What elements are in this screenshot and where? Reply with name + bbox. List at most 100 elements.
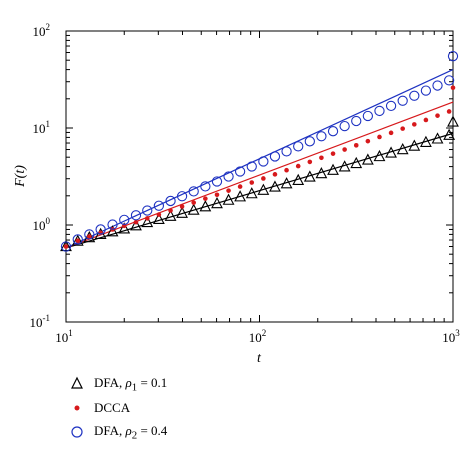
dot-point [435,113,440,118]
triangle-point [152,212,165,225]
dot-point [307,159,313,165]
dot-point [295,163,301,169]
circle-point [188,186,199,197]
triangle-point [385,146,397,158]
triangle-point [408,139,421,151]
circle-marker-icon [71,426,83,438]
triangle-point [292,173,305,185]
circle-point [72,234,83,245]
triangle-point [327,163,339,175]
y-tick-label: 101 [33,119,51,136]
circle-point [327,126,339,137]
dot-point [87,234,92,239]
y-tick-label: 100 [33,216,51,233]
triangle-point [269,180,281,192]
circle-point [397,95,408,106]
dot-point [191,200,196,205]
circle-point [95,224,106,235]
dot-point [237,184,243,189]
y-tick-label: 102 [33,22,51,39]
triangle-point [176,206,188,218]
triangle-point [431,132,444,144]
circle-point [420,85,432,96]
circle-point [304,136,315,147]
dot-point [249,180,255,185]
dot-point [144,216,150,221]
plot-frame [65,30,454,323]
dot-point [353,143,359,148]
circle-point [316,131,327,142]
circle-point [84,229,95,240]
triangle-point [443,128,456,140]
circle-point [258,156,269,167]
circle-point [119,214,130,226]
dot-point [203,196,208,201]
dot-point [330,151,336,156]
triangle-point [245,187,258,199]
triangle-marker-icon [71,376,83,389]
legend-label-dcca: DCCA [94,400,131,415]
circle-point [293,141,304,152]
triangle-point [187,203,200,215]
x-axis-label: t [257,351,262,366]
circle-point [385,100,397,112]
circle-point [153,200,165,211]
circle-point [60,241,72,252]
fit-line [65,132,454,249]
dot-point [156,212,162,217]
dot-point [400,126,405,131]
dot-point [412,122,417,127]
triangle-point [234,190,247,202]
circle-point [351,115,362,127]
dot-point [423,117,429,123]
tick-labels: 101 102 103 10-1 100 101 102 [30,22,461,345]
x-tick-label: 103 [442,328,460,345]
circle-point [374,105,385,117]
dot-point [133,219,139,225]
triangle-point [303,170,316,182]
triangle-point [338,160,351,172]
circle-point [176,191,188,202]
circle-point [211,176,223,187]
circle-point [409,90,420,101]
legend-label-dfa-rho2: DFA, ρ2 = 0.4 [94,422,168,442]
circle-point [269,151,281,162]
triangle-point [280,177,293,189]
circle-point [246,161,257,172]
triangle-point [396,142,409,155]
dot-point [450,85,456,91]
triangle-point [141,215,154,228]
axis-ticks [65,31,453,323]
y-tick-label: 10-1 [30,313,51,330]
circle-point [432,80,443,91]
triangle-point [447,115,459,127]
triangle-point [373,149,386,162]
circle-point [443,75,455,86]
dot-point [168,208,173,213]
dot-point [388,130,394,136]
triangle-point [60,239,72,252]
circle-point [165,195,176,207]
fit-line [65,101,454,249]
dot-point [214,192,220,198]
circle-point [362,110,374,122]
dot-point [319,155,324,161]
circle-point [200,181,211,192]
circle-point [447,51,459,62]
circle-point [107,219,118,230]
dot-point [272,172,278,177]
red-dot-marker-icon [74,405,80,411]
dot-point [75,238,81,243]
triangle-point [350,156,363,169]
triangle-point [257,183,270,195]
dot-point [226,188,231,193]
triangle-point [130,219,142,231]
triangle-point [222,193,235,205]
legend-label-dfa-rho1: DFA, ρ1 = 0.1 [94,374,168,394]
y-axis-label: F(t) [13,165,28,188]
dot-point [261,176,266,181]
data-points [60,51,459,252]
circle-point [281,146,292,157]
dot-point [284,167,289,173]
